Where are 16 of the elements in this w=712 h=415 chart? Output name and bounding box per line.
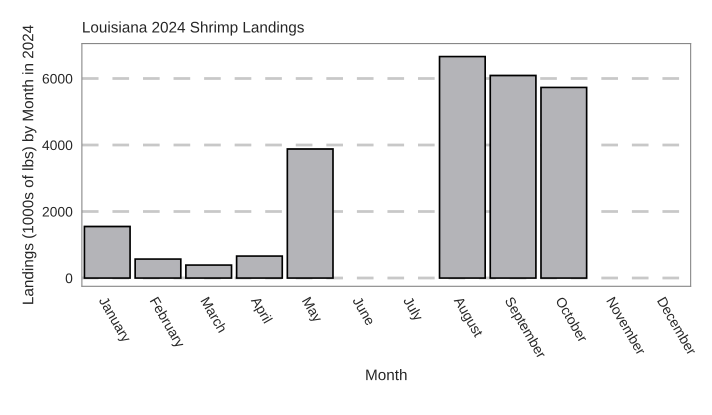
bar — [286, 148, 334, 279]
bar — [540, 86, 588, 279]
y-tick-label: 0 — [66, 273, 72, 284]
y-tick-label: 2000 — [42, 206, 72, 217]
y-tick-label: 6000 — [42, 74, 72, 84]
bar — [185, 264, 232, 279]
bar — [438, 56, 486, 279]
x-tick-label: July — [400, 296, 424, 324]
bar — [236, 255, 284, 279]
y-axis-title: Landings (1000s of lbs) by Month in 2024 — [22, 25, 36, 304]
bar — [84, 226, 131, 279]
bar — [134, 258, 182, 279]
chart-title: Louisiana 2024 Shrimp Landings — [83, 21, 304, 36]
bar — [489, 74, 537, 279]
x-axis-title: Month — [366, 369, 406, 380]
y-tick-label: 4000 — [42, 140, 72, 150]
